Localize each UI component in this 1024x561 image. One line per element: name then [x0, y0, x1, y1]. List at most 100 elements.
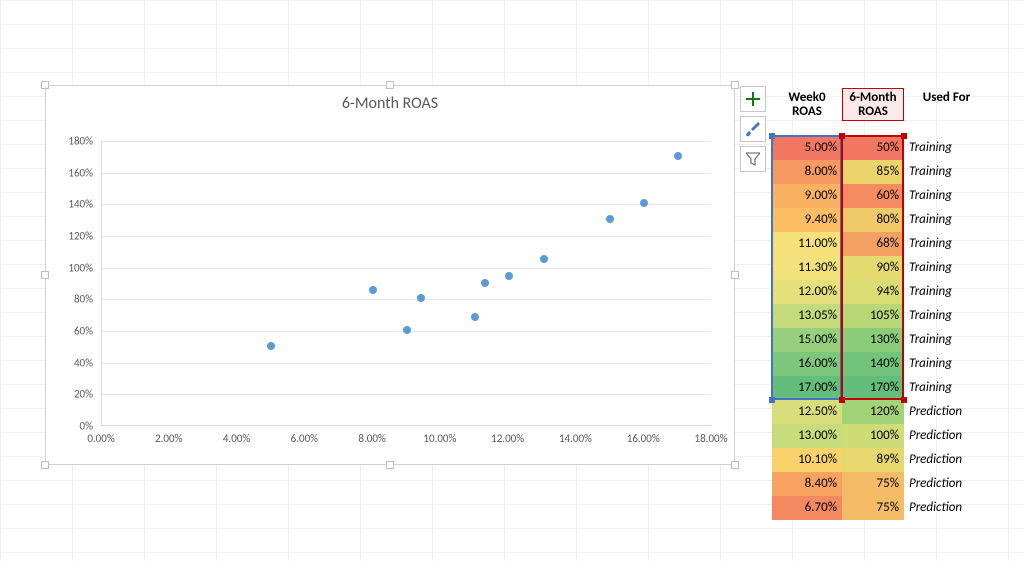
cell-6month-roas[interactable]: 89%	[842, 448, 904, 472]
selection-handle[interactable]	[731, 271, 739, 279]
cell-6month-roas[interactable]: 170%	[842, 376, 904, 400]
scatter-point[interactable]	[640, 199, 648, 207]
scatter-point[interactable]	[403, 326, 411, 334]
cell-used-for[interactable]: Training	[904, 160, 989, 184]
table-row[interactable]: 10.10%89%Prediction	[772, 448, 989, 472]
selection-handle[interactable]	[731, 81, 739, 89]
cell-used-for[interactable]: Training	[904, 232, 989, 256]
cell-week0-roas[interactable]: 10.10%	[772, 448, 842, 472]
cell-week0-roas[interactable]: 8.00%	[772, 160, 842, 184]
table-row[interactable]: 16.00%140%Training	[772, 352, 989, 376]
table-row[interactable]: 11.30%90%Training	[772, 256, 989, 280]
cell-used-for[interactable]: Training	[904, 208, 989, 232]
chart-container[interactable]: 6-Month ROAS 0%20%40%60%80%100%120%140%1…	[45, 85, 735, 465]
table-header-row: Week0ROAS6-MonthROASUsed For	[772, 88, 989, 136]
cell-6month-roas[interactable]: 50%	[842, 136, 904, 160]
scatter-point[interactable]	[540, 255, 548, 263]
table-header-cell[interactable]: Used For	[904, 88, 989, 106]
selection-corner-handle[interactable]	[839, 397, 845, 403]
chart-filters-button[interactable]	[740, 146, 766, 172]
cell-used-for[interactable]: Prediction	[904, 424, 989, 448]
cell-6month-roas[interactable]: 90%	[842, 256, 904, 280]
table-row[interactable]: 12.00%94%Training	[772, 280, 989, 304]
scatter-point[interactable]	[606, 215, 614, 223]
cell-used-for[interactable]: Prediction	[904, 472, 989, 496]
table-row[interactable]: 11.00%68%Training	[772, 232, 989, 256]
scatter-point[interactable]	[481, 279, 489, 287]
selection-handle[interactable]	[41, 271, 49, 279]
cell-6month-roas[interactable]: 75%	[842, 496, 904, 520]
scatter-point[interactable]	[267, 342, 275, 350]
selection-handle[interactable]	[386, 81, 394, 89]
cell-6month-roas[interactable]: 85%	[842, 160, 904, 184]
cell-used-for[interactable]: Training	[904, 304, 989, 328]
table-row[interactable]: 13.05%105%Training	[772, 304, 989, 328]
table-row[interactable]: 9.40%80%Training	[772, 208, 989, 232]
table-row[interactable]: 5.00%50%Training	[772, 136, 989, 160]
scatter-point[interactable]	[417, 294, 425, 302]
cell-used-for[interactable]: Training	[904, 280, 989, 304]
table-row[interactable]: 17.00%170%Training	[772, 376, 989, 400]
cell-week0-roas[interactable]: 11.30%	[772, 256, 842, 280]
table-header-cell[interactable]: 6-MonthROAS	[842, 88, 904, 121]
cell-6month-roas[interactable]: 75%	[842, 472, 904, 496]
cell-used-for[interactable]: Prediction	[904, 448, 989, 472]
table-row[interactable]: 8.00%85%Training	[772, 160, 989, 184]
cell-6month-roas[interactable]: 94%	[842, 280, 904, 304]
cell-6month-roas[interactable]: 130%	[842, 328, 904, 352]
selection-handle[interactable]	[41, 461, 49, 469]
cell-used-for[interactable]: Prediction	[904, 496, 989, 520]
table-row[interactable]: 15.00%130%Training	[772, 328, 989, 352]
cell-used-for[interactable]: Training	[904, 184, 989, 208]
cell-used-for[interactable]: Training	[904, 136, 989, 160]
cell-week0-roas[interactable]: 13.00%	[772, 424, 842, 448]
selection-corner-handle[interactable]	[901, 397, 907, 403]
cell-6month-roas[interactable]: 140%	[842, 352, 904, 376]
cell-week0-roas[interactable]: 16.00%	[772, 352, 842, 376]
x-tick-label: 0.00%	[87, 432, 114, 445]
cell-used-for[interactable]: Training	[904, 256, 989, 280]
cell-week0-roas[interactable]: 17.00%	[772, 376, 842, 400]
chart-styles-button[interactable]	[740, 116, 766, 142]
cell-6month-roas[interactable]: 120%	[842, 400, 904, 424]
scatter-point[interactable]	[471, 313, 479, 321]
selection-corner-handle[interactable]	[769, 133, 775, 139]
selection-corner-handle[interactable]	[839, 133, 845, 139]
table-row[interactable]: 6.70%75%Prediction	[772, 496, 989, 520]
scatter-point[interactable]	[369, 286, 377, 294]
table-header-cell[interactable]: Week0ROAS	[772, 88, 842, 121]
cell-6month-roas[interactable]: 105%	[842, 304, 904, 328]
cell-6month-roas[interactable]: 60%	[842, 184, 904, 208]
selection-corner-handle[interactable]	[901, 133, 907, 139]
cell-week0-roas[interactable]: 9.00%	[772, 184, 842, 208]
cell-week0-roas[interactable]: 15.00%	[772, 328, 842, 352]
cell-week0-roas[interactable]: 9.40%	[772, 208, 842, 232]
scatter-point[interactable]	[674, 152, 682, 160]
x-tick-label: 14.00%	[559, 432, 592, 445]
table-row[interactable]: 13.00%100%Prediction	[772, 424, 989, 448]
selection-handle[interactable]	[731, 461, 739, 469]
cell-6month-roas[interactable]: 80%	[842, 208, 904, 232]
cell-week0-roas[interactable]: 6.70%	[772, 496, 842, 520]
cell-week0-roas[interactable]: 8.40%	[772, 472, 842, 496]
table-row[interactable]: 8.40%75%Prediction	[772, 472, 989, 496]
cell-6month-roas[interactable]: 100%	[842, 424, 904, 448]
cell-used-for[interactable]: Prediction	[904, 400, 989, 424]
selection-handle[interactable]	[386, 461, 394, 469]
table-row[interactable]: 9.00%60%Training	[772, 184, 989, 208]
selection-handle[interactable]	[41, 81, 49, 89]
cell-used-for[interactable]: Training	[904, 328, 989, 352]
selection-corner-handle[interactable]	[769, 397, 775, 403]
chart-elements-button[interactable]	[740, 86, 766, 112]
cell-week0-roas[interactable]: 12.00%	[772, 280, 842, 304]
scatter-point[interactable]	[505, 272, 513, 280]
cell-week0-roas[interactable]: 12.50%	[772, 400, 842, 424]
cell-6month-roas[interactable]: 68%	[842, 232, 904, 256]
cell-used-for[interactable]: Training	[904, 376, 989, 400]
cell-week0-roas[interactable]: 5.00%	[772, 136, 842, 160]
cell-week0-roas[interactable]: 11.00%	[772, 232, 842, 256]
table-row[interactable]: 12.50%120%Prediction	[772, 400, 989, 424]
cell-used-for[interactable]: Training	[904, 352, 989, 376]
x-tick-label: 18.00%	[695, 432, 728, 445]
cell-week0-roas[interactable]: 13.05%	[772, 304, 842, 328]
